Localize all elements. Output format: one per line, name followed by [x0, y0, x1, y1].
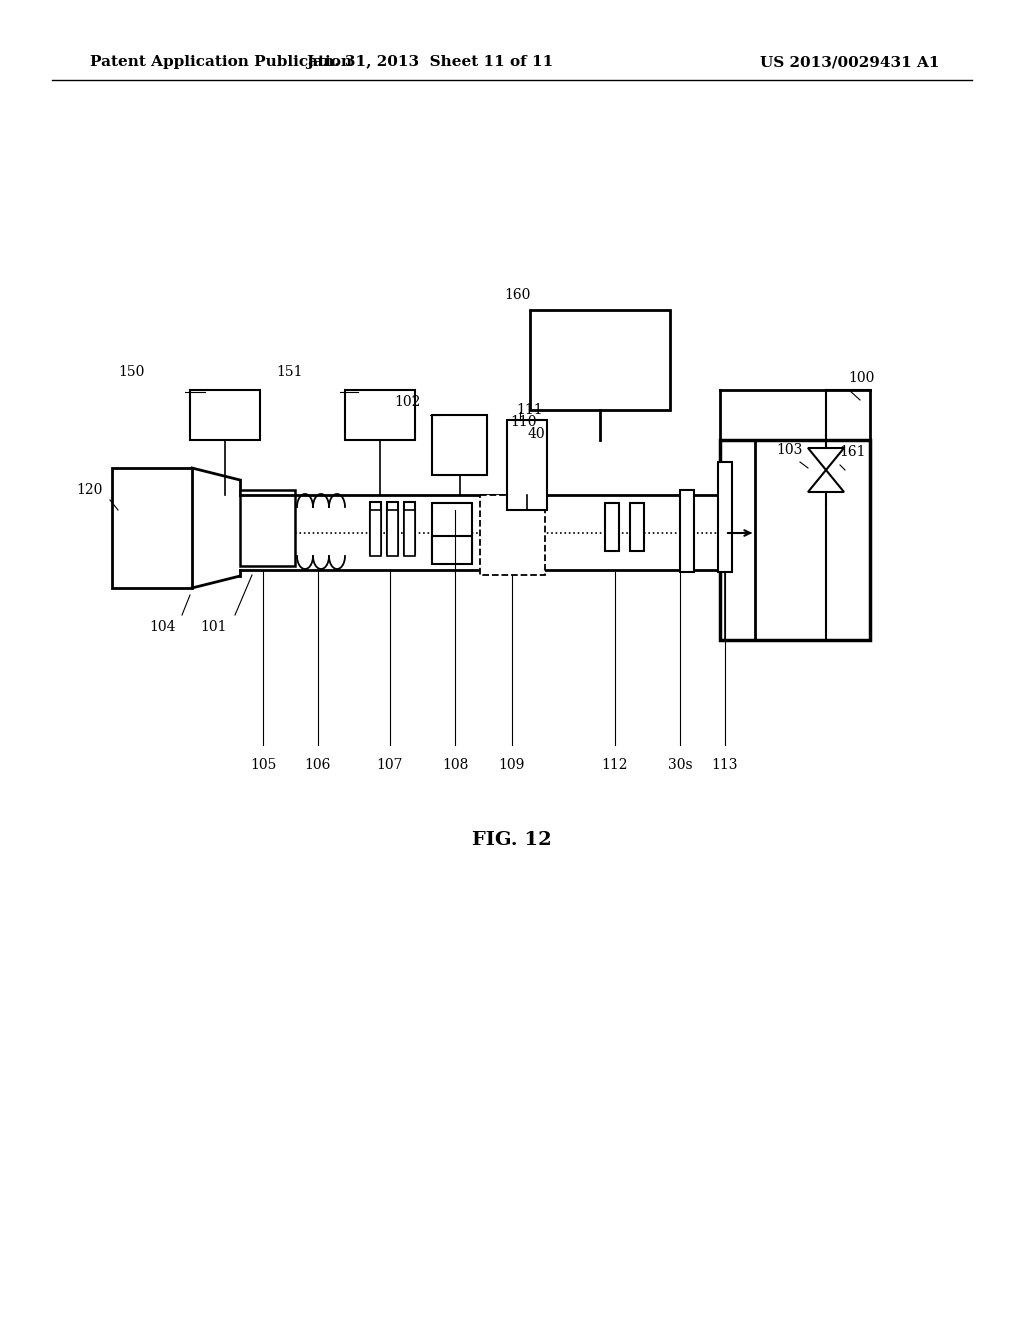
Bar: [720, 440, 870, 640]
Text: US 2013/0029431 A1: US 2013/0029431 A1: [761, 55, 940, 69]
Text: FIG. 12: FIG. 12: [472, 832, 552, 849]
Text: 102: 102: [394, 395, 420, 409]
Bar: [370, 510, 381, 556]
Bar: [432, 414, 487, 475]
Bar: [112, 469, 193, 587]
Bar: [605, 503, 618, 550]
Text: 109: 109: [499, 758, 525, 772]
Text: 113: 113: [712, 758, 738, 772]
Bar: [507, 420, 547, 510]
Text: Jan. 31, 2013  Sheet 11 of 11: Jan. 31, 2013 Sheet 11 of 11: [306, 55, 554, 69]
Bar: [404, 510, 415, 556]
Bar: [480, 495, 545, 576]
Bar: [630, 503, 644, 550]
Bar: [345, 389, 415, 440]
Text: Patent Application Publication: Patent Application Publication: [90, 55, 352, 69]
Bar: [718, 462, 732, 572]
Text: 100: 100: [849, 371, 876, 385]
Text: 107: 107: [377, 758, 403, 772]
Text: 103: 103: [777, 444, 803, 457]
Bar: [680, 490, 694, 572]
Text: 104: 104: [150, 620, 176, 634]
Bar: [240, 490, 295, 566]
Text: 108: 108: [441, 758, 468, 772]
Text: 120: 120: [77, 483, 103, 498]
Text: 150: 150: [118, 366, 144, 379]
Bar: [530, 310, 670, 411]
Bar: [432, 536, 472, 564]
Text: 101: 101: [201, 620, 227, 634]
Text: 106: 106: [305, 758, 331, 772]
Bar: [432, 503, 472, 558]
Text: 30s: 30s: [668, 758, 692, 772]
Bar: [387, 502, 398, 554]
Text: 151: 151: [276, 366, 303, 379]
Bar: [190, 389, 260, 440]
Text: 161: 161: [840, 445, 866, 459]
Bar: [370, 502, 381, 554]
Text: 112: 112: [602, 758, 629, 772]
Bar: [404, 502, 415, 554]
Text: 160: 160: [505, 288, 531, 302]
Text: 40: 40: [527, 426, 545, 441]
Bar: [387, 510, 398, 556]
Text: 105: 105: [250, 758, 276, 772]
Text: 110: 110: [511, 414, 538, 429]
Text: 111: 111: [517, 403, 544, 417]
